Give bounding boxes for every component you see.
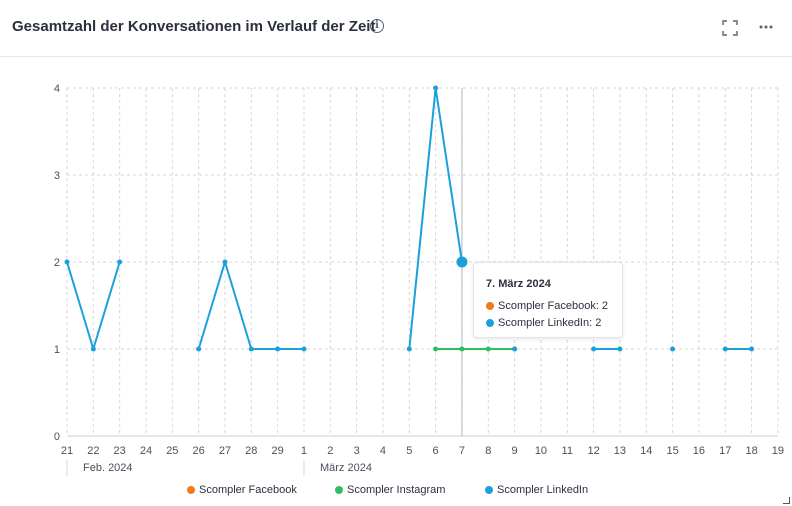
x-tick-label: 16 (693, 445, 705, 457)
x-tick-label: 10 (535, 445, 547, 457)
x-tick-label: 29 (272, 445, 284, 457)
data-point-scompler-linkedin (433, 85, 439, 91)
x-tick-label: 11 (562, 445, 573, 457)
data-point-scompler-linkedin (90, 346, 96, 352)
legend-label-linkedin: Scompler LinkedIn (497, 484, 589, 496)
resize-handle[interactable] (783, 497, 790, 504)
x-tick-label: 15 (666, 445, 678, 457)
data-point-scompler-linkedin (617, 346, 623, 352)
x-tick-label: 4 (380, 445, 386, 457)
data-point-scompler-linkedin (275, 346, 281, 352)
data-point-scompler-instagram (459, 346, 465, 352)
tooltip-dot-linkedin (486, 319, 494, 327)
x-tick-label: 25 (166, 445, 178, 457)
tooltip-text-facebook: Scompler Facebook: 2 (498, 300, 609, 312)
x-tick-label: 18 (745, 445, 757, 457)
x-tick-label: 3 (354, 445, 360, 457)
chart-legend: Scompler Facebook Scompler Instagram Sco… (0, 484, 792, 500)
x-tick-label: 1 (301, 445, 307, 457)
y-tick-label: 0 (54, 431, 60, 443)
y-tick-label: 2 (54, 257, 60, 269)
y-tick-label: 3 (54, 170, 60, 182)
tooltip-title: 7. März 2024 (486, 278, 551, 290)
x-tick-label: 19 (772, 445, 784, 457)
more-icon[interactable] (758, 19, 774, 35)
x-tick-label: 24 (140, 445, 152, 457)
data-point-scompler-linkedin (512, 346, 518, 352)
data-point-scompler-linkedin (591, 346, 597, 352)
legend-dot-linkedin (485, 486, 493, 494)
month-label: März 2024 (320, 462, 372, 474)
y-tick-label: 1 (54, 344, 60, 356)
x-tick-label: 17 (719, 445, 731, 457)
data-point-scompler-instagram (485, 346, 491, 352)
x-tick-label: 7 (459, 445, 465, 457)
x-tick-label: 22 (87, 445, 99, 457)
x-tick-label: 5 (406, 445, 412, 457)
legend-label-facebook: Scompler Facebook (199, 484, 297, 496)
tooltip-dot-facebook (486, 302, 494, 310)
x-tick-label: 23 (114, 445, 126, 457)
x-tick-label: 28 (245, 445, 257, 457)
x-tick-label: 26 (193, 445, 205, 457)
data-point-scompler-linkedin (196, 346, 202, 352)
legend-item-facebook[interactable]: Scompler Facebook (187, 484, 297, 496)
x-tick-label: 9 (512, 445, 518, 457)
data-point-scompler-linkedin (749, 346, 755, 352)
x-tick-label: 14 (640, 445, 652, 457)
x-tick-label: 8 (485, 445, 491, 457)
tooltip-row-facebook: Scompler Facebook: 2 (486, 298, 622, 315)
data-point-scompler-linkedin (301, 346, 307, 352)
legend-item-linkedin[interactable]: Scompler LinkedIn (485, 484, 588, 496)
data-point-scompler-linkedin (406, 346, 412, 352)
x-tick-label: 13 (614, 445, 626, 457)
legend-item-instagram[interactable]: Scompler Instagram (335, 484, 445, 496)
expand-icon[interactable] (722, 20, 738, 36)
chart-header: Gesamtzahl der Konversationen im Verlauf… (0, 0, 792, 57)
legend-dot-facebook (187, 486, 195, 494)
x-tick-label: 2 (327, 445, 333, 457)
tooltip-text-linkedin: Scompler LinkedIn: 2 (498, 317, 602, 329)
data-point-scompler-instagram (433, 346, 439, 352)
legend-label-instagram: Scompler Instagram (347, 484, 446, 496)
hover-tooltip: 7. März 2024 Scompler Facebook: 2 Scompl… (473, 262, 623, 338)
info-icon[interactable]: i (370, 19, 384, 33)
legend-dot-instagram (335, 486, 343, 494)
x-tick-label: 12 (587, 445, 599, 457)
x-tick-label: 6 (433, 445, 439, 457)
data-point-scompler-linkedin (670, 346, 676, 352)
data-point-scompler-linkedin (64, 259, 70, 265)
data-point-scompler-linkedin (222, 259, 228, 265)
data-point-scompler-linkedin (722, 346, 728, 352)
x-tick-label: 27 (219, 445, 231, 457)
tooltip-row-linkedin: Scompler LinkedIn: 2 (486, 315, 622, 332)
chart-title: Gesamtzahl der Konversationen im Verlauf… (12, 18, 376, 35)
data-point-scompler-linkedin (456, 256, 468, 268)
x-tick-label: 21 (61, 445, 73, 457)
data-point-scompler-linkedin (248, 346, 254, 352)
series-line-scompler-linkedin (408, 87, 463, 350)
data-point-scompler-linkedin (117, 259, 123, 265)
month-label: Feb. 2024 (83, 462, 133, 474)
y-tick-label: 4 (54, 83, 60, 95)
